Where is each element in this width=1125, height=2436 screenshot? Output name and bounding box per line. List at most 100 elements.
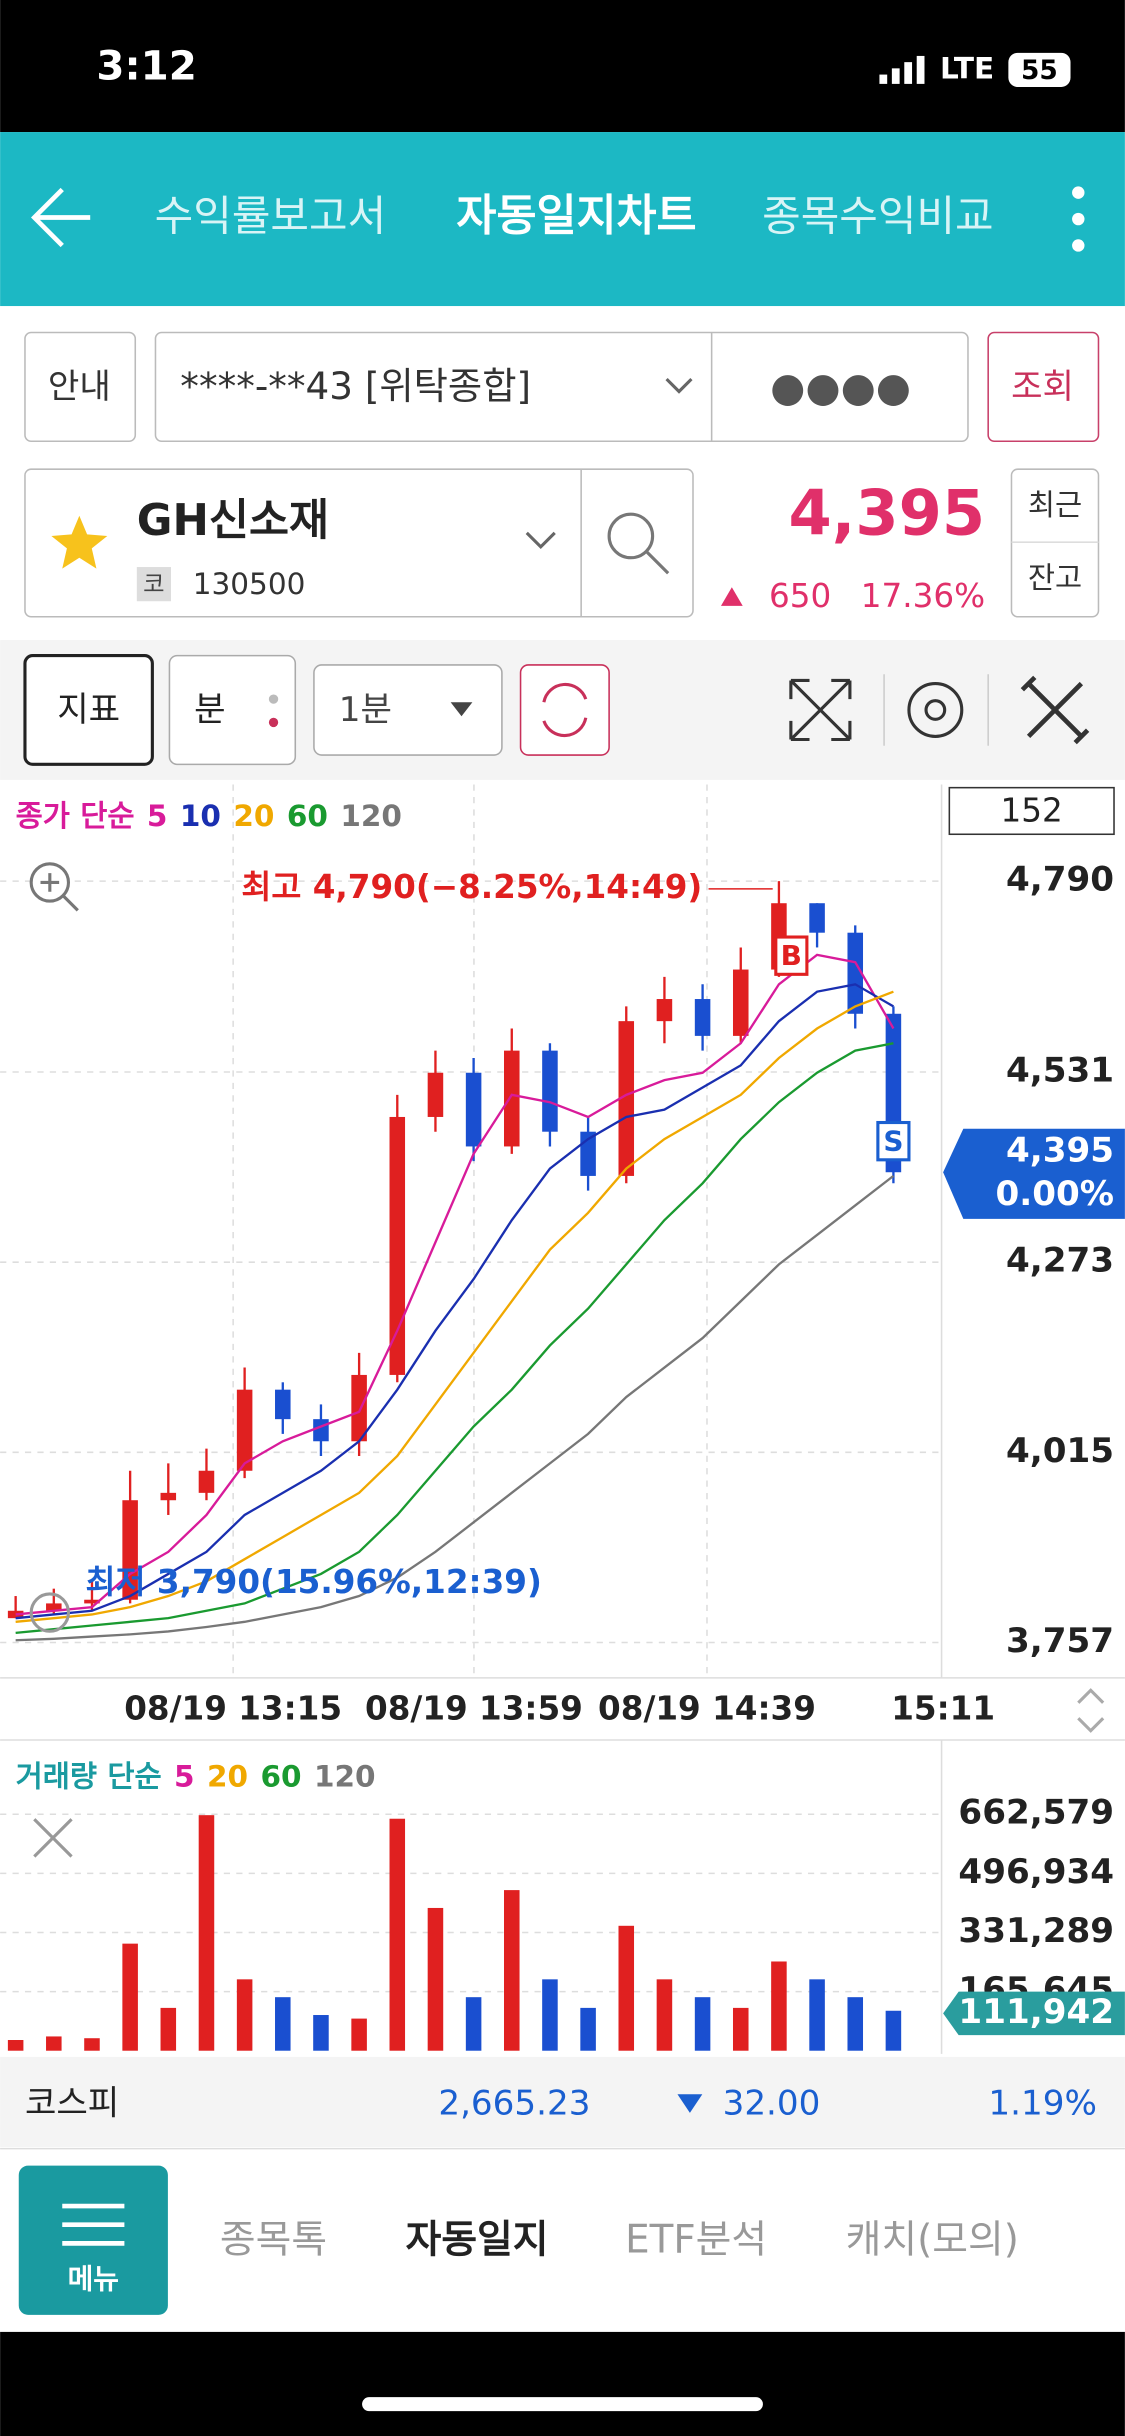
bottom-nav-item[interactable]: 자동일지: [406, 2217, 549, 2262]
volume-bar: [7, 2040, 24, 2051]
bottom-nav: [0, 2148, 1125, 2332]
volume-bar: [847, 1997, 864, 2051]
candle-body: [389, 1116, 406, 1375]
legend: 종가 단순 5 10 20 60 120: [16, 799, 402, 833]
back-button[interactable]: [30, 187, 91, 248]
indicator-button[interactable]: [23, 654, 154, 766]
volume-bar: [504, 1890, 520, 2051]
guide-button[interactable]: [24, 331, 137, 442]
favorite-icon[interactable]: [51, 515, 108, 569]
candle-body: [160, 1492, 177, 1501]
close-indicator-button[interactable]: [33, 1818, 73, 1858]
unit-button[interactable]: [168, 654, 297, 766]
search-icon[interactable]: [607, 512, 655, 560]
x-tick-label: 08/19 14:39: [598, 1689, 816, 1727]
volume-bar: [885, 2010, 902, 2051]
bottom-nav-item[interactable]: 캐치(모의): [846, 2217, 1019, 2262]
index-value: 2,665.23: [438, 2084, 590, 2124]
password-field[interactable]: ●●●●: [770, 364, 911, 411]
expand-button[interactable]: [789, 678, 852, 742]
dropdown-icon: [525, 531, 556, 550]
query-label: 조회: [1011, 367, 1074, 407]
last-volume-label: 111,942: [958, 1992, 1114, 2032]
count-box: [948, 786, 1115, 836]
settings-icon: [924, 699, 947, 721]
candle-count: 152: [1001, 792, 1063, 830]
query-button[interactable]: [987, 331, 1100, 442]
settings-button[interactable]: [907, 682, 964, 738]
stock-select[interactable]: [24, 468, 694, 618]
buy-marker-box: [774, 935, 809, 976]
status-bar: [0, 0, 1125, 133]
interval-label: 1분: [339, 690, 392, 730]
code-badge: [136, 567, 171, 602]
recent-label: 최근: [1028, 488, 1082, 522]
interval-select[interactable]: [313, 664, 503, 756]
legend-entry: 60: [287, 799, 328, 833]
candle-body: [46, 1603, 62, 1611]
nav-tab[interactable]: 자동일지차트: [456, 192, 696, 242]
candle-body: [84, 1599, 100, 1604]
legend-entry: 60: [261, 1759, 302, 1793]
candle-body: [198, 1470, 215, 1493]
last-price-box: [943, 1128, 1125, 1219]
volume-bar: [656, 1979, 673, 2051]
index-name: 코스피: [25, 2084, 119, 2124]
legend-entry: 20: [233, 799, 274, 833]
nav-tabs: 수익률보고서 자동일지차트 종목수익비교: [155, 192, 994, 242]
unit-label: 분: [194, 690, 225, 730]
bottom-nav-item[interactable]: 종목톡: [220, 2217, 327, 2262]
low-annotation: 최저 3,790(15.96%,12:39): [86, 1563, 542, 1601]
nav-tab[interactable]: 수익률보고서: [155, 192, 386, 241]
code-label: 코: [143, 571, 164, 598]
refresh-button[interactable]: [519, 664, 610, 756]
volume-bar: [351, 2018, 367, 2051]
volume-chart: 거래량 단순 5 20 60 120165,645331,289496,934662,5…: [0, 1740, 1125, 2054]
candle-body: [847, 932, 864, 1014]
nav-tab[interactable]: 종목수익비교: [762, 192, 994, 241]
legend-entry: 120: [340, 799, 402, 833]
volume-bar: [46, 2036, 62, 2051]
y-tick-label: 4,790: [1006, 860, 1114, 900]
ma-line: [15, 990, 894, 1623]
y-tick-label: 4,015: [1006, 1431, 1114, 1471]
candle-body: [427, 1072, 444, 1117]
x-tick-label: 15:11: [891, 1689, 995, 1727]
more-button[interactable]: [1072, 186, 1085, 252]
y-tick-label: 496,934: [958, 1852, 1114, 1892]
legend-entry: 5: [174, 1759, 195, 1793]
indicator-label: 지표: [57, 690, 120, 730]
high-annotation: 최고 4,790(−8.25%,14:49): [241, 868, 702, 906]
tools-button[interactable]: [1020, 675, 1090, 745]
volume-bar: [580, 2007, 596, 2051]
volume-bar: [809, 1979, 825, 2051]
axis-toggle[interactable]: [1077, 1688, 1105, 1733]
menu-button[interactable]: [18, 2165, 168, 2315]
candle-body: [694, 999, 711, 1036]
candle-body: [313, 1419, 329, 1442]
legend-entry: 10: [180, 799, 221, 833]
volume-bar: [465, 1997, 482, 2051]
x-tick-label: 08/19 13:15: [124, 1689, 342, 1727]
y-tick-label: 662,579: [958, 1793, 1114, 1833]
up-arrow: [720, 587, 743, 606]
menu-icon: [62, 2203, 125, 2246]
candle-body: [122, 1500, 138, 1600]
buy-marker: B: [781, 939, 802, 972]
account-select[interactable]: [154, 331, 969, 442]
candle-body: [504, 1050, 520, 1147]
ma-line: [15, 953, 895, 1616]
volume-bar: [389, 1818, 406, 2051]
legend-entry: 120: [314, 1759, 376, 1793]
header: [0, 132, 1125, 307]
y-tick-label: 3,757: [1006, 1621, 1114, 1661]
candle-body: [236, 1389, 253, 1471]
battery-icon: [1008, 52, 1071, 87]
menu-label: 메뉴: [68, 2263, 119, 2296]
index-bar: [0, 2056, 1125, 2148]
bottom-nav-item[interactable]: ETF분석: [625, 2217, 767, 2262]
volume-bar: [313, 2015, 329, 2051]
volume-bar: [618, 1925, 635, 2051]
candle-body: [809, 903, 825, 933]
